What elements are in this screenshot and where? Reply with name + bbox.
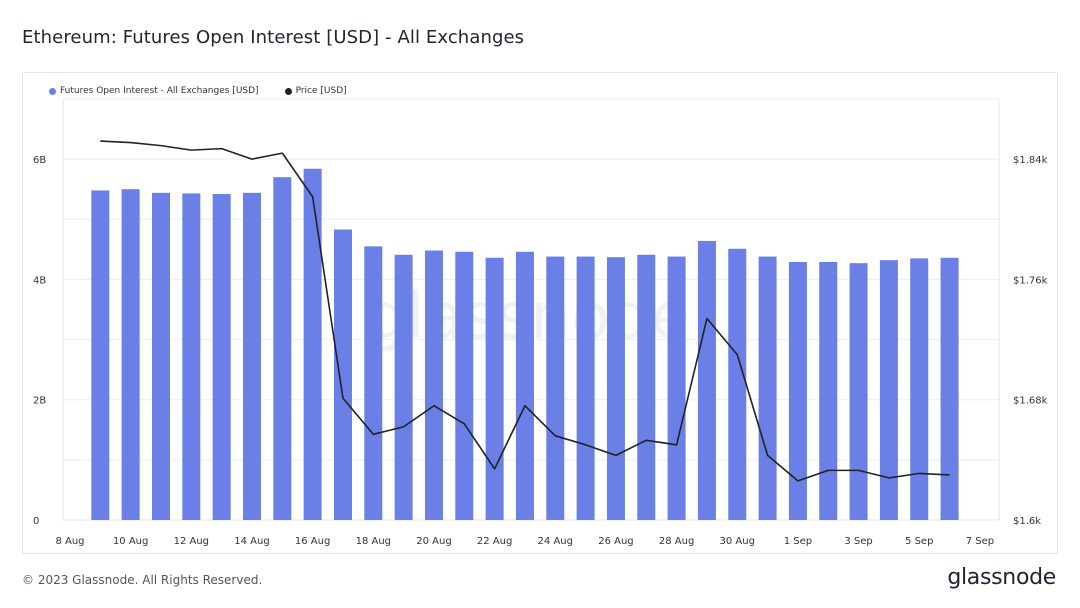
page-title: Ethereum: Futures Open Interest [USD] - … [22,27,525,48]
x-axis-tick-label: 24 Aug [538,536,573,547]
bar-open-interest [364,246,383,520]
chart-canvas: glassnode 02B4B6B$1.6k$1.68k$1.76k$1.84k… [33,98,1048,547]
left-axis-tick-label: 4B [33,275,46,286]
bar-open-interest [242,192,261,520]
bar-open-interest [637,254,656,520]
x-axis-tick-label: 14 Aug [234,536,269,547]
chart-legend: Futures Open Interest - All Exchanges [U… [49,86,347,96]
x-axis-tick-label: 22 Aug [477,536,512,547]
legend-item-price[interactable]: Price [USD] [284,86,347,96]
legend-swatch-price [284,87,292,95]
bar-open-interest [849,263,868,520]
bar-open-interest [758,256,777,520]
left-axis-tick-label: 0 [33,516,39,527]
bar-open-interest [182,193,201,520]
x-axis-tick-label: 26 Aug [598,536,633,547]
bar-open-interest [333,229,352,520]
bar-open-interest [940,257,959,520]
x-axis-tick-label: 7 Sep [966,536,994,547]
x-axis-tick-label: 12 Aug [174,536,209,547]
bar-open-interest [515,251,534,520]
x-axis-tick-label: 5 Sep [905,536,933,547]
bar-open-interest [667,256,686,520]
right-axis-tick-label: $1.68k [1013,396,1048,407]
bar-open-interest [151,192,170,520]
left-axis-tick-label: 2B [33,396,46,407]
bar-open-interest [879,260,898,520]
x-axis-tick-label: 30 Aug [720,536,755,547]
x-axis-tick-label: 28 Aug [659,536,694,547]
bar-open-interest [212,194,231,521]
x-axis-tick-label: 16 Aug [295,536,330,547]
x-axis-tick-label: 20 Aug [416,536,451,547]
bar-open-interest [819,261,838,520]
bar-open-interest [121,189,140,520]
bar-open-interest [273,177,292,520]
bar-open-interest [303,168,322,520]
price-line [100,140,950,482]
left-axis-tick-label: 6B [33,155,46,166]
x-axis-tick-label: 1 Sep [784,536,812,547]
copyright-text: © 2023 Glassnode. All Rights Reserved. [22,573,263,587]
legend-item-open-interest[interactable]: Futures Open Interest - All Exchanges [U… [49,86,259,96]
bar-open-interest [394,254,413,520]
bar-open-interest [546,256,565,520]
bar-open-interest [424,250,443,520]
legend-label-price: Price [USD] [295,86,347,96]
bar-open-interest [788,261,807,520]
chart-card: glassnode 02B4B6B$1.6k$1.68k$1.76k$1.84k… [22,72,1058,554]
right-axis-tick-label: $1.84k [1013,155,1048,166]
legend-label-open-interest: Futures Open Interest - All Exchanges [U… [60,86,259,96]
x-axis-tick-label: 3 Sep [844,536,872,547]
bar-open-interest [728,248,747,520]
x-axis-tick-label: 10 Aug [113,536,148,547]
bar-open-interest [91,190,110,520]
right-axis-tick-label: $1.76k [1013,275,1048,286]
glassnode-logo[interactable]: glassnode [947,565,1056,590]
bar-open-interest [910,258,929,520]
x-axis-tick-label: 8 Aug [55,536,84,547]
bar-open-interest [576,256,595,520]
x-axis-tick-label: 18 Aug [356,536,391,547]
bar-open-interest [697,240,716,521]
right-axis-tick-label: $1.6k [1013,516,1041,527]
legend-swatch-open-interest [49,87,56,95]
bar-open-interest [485,257,504,520]
bar-open-interest [606,257,625,520]
bar-open-interest [455,251,474,520]
